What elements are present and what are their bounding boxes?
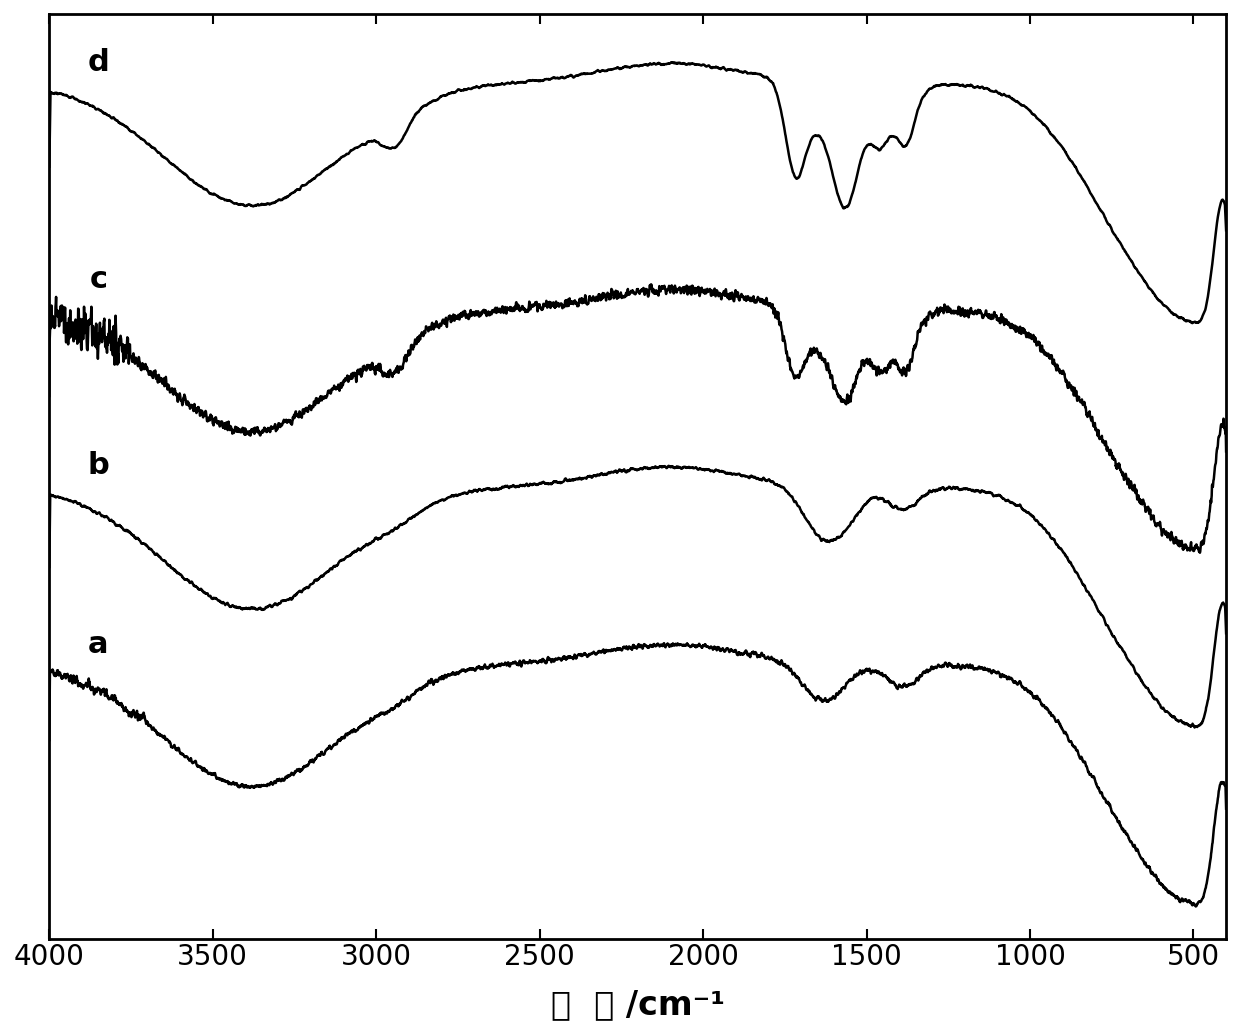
Text: d: d	[88, 48, 109, 77]
X-axis label: 波  数 /cm⁻¹: 波 数 /cm⁻¹	[551, 988, 724, 1022]
Text: c: c	[89, 265, 108, 294]
Text: b: b	[88, 451, 109, 480]
Text: a: a	[88, 629, 109, 658]
